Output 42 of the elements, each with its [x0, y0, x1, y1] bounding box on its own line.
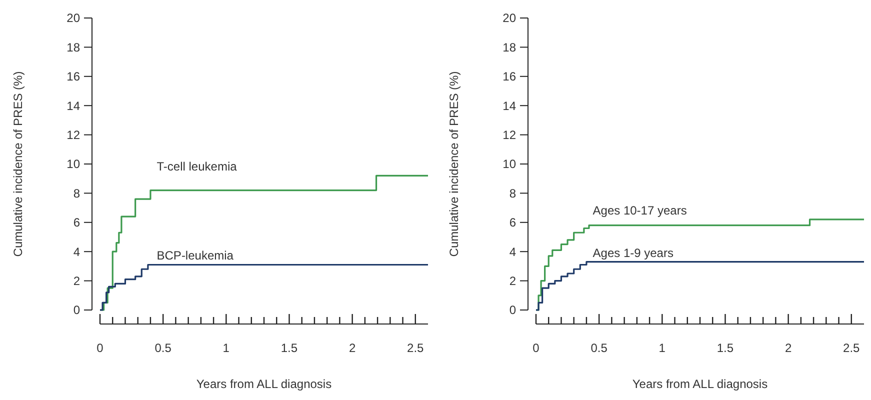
- x-axis-title: Years from ALL diagnosis: [632, 377, 768, 391]
- y-tick-label: 18: [66, 40, 80, 54]
- y-tick-label: 2: [509, 274, 516, 288]
- y-tick-label: 20: [502, 11, 516, 26]
- y-tick-label: 6: [73, 216, 80, 230]
- y-tick-label: 14: [66, 98, 80, 113]
- x-tick-label: 2.5: [407, 341, 424, 355]
- y-tick-label: 12: [66, 128, 80, 142]
- y-tick-label: 4: [73, 244, 80, 259]
- y-tick-label: 8: [509, 186, 516, 200]
- x-tick-label: 1.5: [716, 341, 734, 355]
- series-label: BCP-leukemia: [156, 248, 234, 263]
- y-tick-label: 0: [73, 303, 80, 318]
- y-tick-label: 10: [502, 157, 516, 172]
- y-axis-title: Cumulative incidence of PRES (%): [447, 71, 461, 257]
- y-tick-label: 16: [66, 70, 80, 84]
- x-tick-label: 0.5: [154, 341, 172, 355]
- y-tick-label: 14: [502, 98, 516, 113]
- x-axis-title: Years from ALL diagnosis: [196, 377, 332, 391]
- y-tick-label: 2: [73, 274, 80, 288]
- x-tick-label: 0: [532, 341, 540, 355]
- y-tick-label: 8: [73, 186, 80, 200]
- y-tick-label: 0: [509, 303, 516, 318]
- y-tick-label: 6: [509, 216, 516, 230]
- x-tick-label: 2.5: [843, 341, 860, 355]
- y-axis-title: Cumulative incidence of PRES (%): [11, 71, 25, 257]
- series-label: Ages 10-17 years: [592, 203, 687, 218]
- x-tick-label: 0: [96, 341, 104, 355]
- x-tick-label: 1: [658, 341, 666, 355]
- series-label: Ages 1-9 years: [592, 246, 674, 260]
- x-tick-label: 1: [222, 341, 230, 355]
- x-tick-label: 2: [784, 341, 792, 355]
- y-tick-label: 20: [66, 11, 80, 26]
- x-tick-label: 0.5: [590, 341, 608, 355]
- x-tick-label: 2: [348, 341, 356, 355]
- y-tick-label: 4: [509, 244, 516, 259]
- y-tick-label: 10: [66, 157, 80, 172]
- y-tick-label: 18: [502, 40, 516, 54]
- y-tick-label: 16: [502, 70, 516, 84]
- x-tick-label: 1.5: [280, 341, 298, 355]
- series-label: T-cell leukemia: [156, 160, 238, 174]
- y-tick-label: 12: [502, 128, 516, 142]
